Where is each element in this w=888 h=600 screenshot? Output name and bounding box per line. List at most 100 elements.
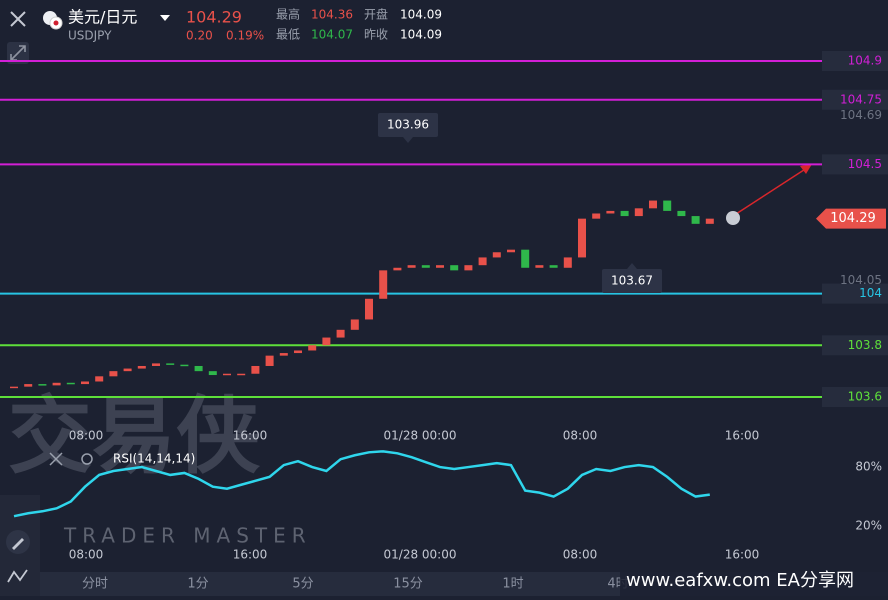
time-label: 08:00 — [69, 429, 104, 443]
level-label-bg — [822, 283, 888, 304]
flag-jp-dot — [53, 20, 59, 26]
stat-value: 104.36 — [311, 8, 353, 22]
callout-bg — [602, 269, 662, 293]
stat-value: 104.09 — [400, 8, 442, 22]
candle-body — [66, 382, 75, 385]
candle-body — [563, 257, 572, 268]
price: 104.29 — [186, 8, 242, 27]
time-label: 01/28 00:00 — [384, 429, 457, 443]
candle-body — [95, 376, 104, 382]
candle-body — [81, 381, 89, 385]
arrow-head — [800, 164, 812, 174]
level-label: 104.5 — [848, 157, 882, 171]
candle-body — [265, 355, 274, 366]
tab[interactable]: 分时 — [82, 577, 108, 592]
rsi-settings[interactable] — [81, 453, 93, 465]
candle-body — [677, 210, 686, 217]
level-label-bg — [822, 154, 888, 175]
time-label: 08:00 — [563, 548, 598, 562]
time-label: 01/28 00:00 — [384, 548, 457, 562]
candle-body — [308, 345, 317, 351]
callout-bg — [378, 113, 438, 137]
candle-body — [336, 329, 345, 338]
time-label: 16:00 — [725, 548, 760, 562]
axis-label: 104.69 — [840, 108, 882, 122]
pen-icon — [12, 538, 24, 550]
level-label-bg — [822, 51, 888, 71]
candle-body — [294, 350, 302, 354]
stat-value: 104.07 — [311, 28, 353, 42]
stat-label: 最低 — [276, 28, 300, 42]
tab[interactable]: 1时 — [502, 577, 523, 592]
stat-label: 最高 — [276, 7, 300, 22]
candle-body — [549, 265, 558, 268]
candle-body — [322, 337, 331, 346]
symbol-code: USDJPY — [68, 29, 112, 43]
level-label: 103.8 — [848, 338, 882, 352]
tab[interactable]: 1分 — [187, 577, 208, 592]
symbol[interactable]: 美元/日元 — [68, 8, 137, 27]
candle-body — [691, 216, 700, 224]
candle-body — [279, 353, 288, 356]
rsi-close[interactable] — [49, 452, 63, 466]
candle-body — [578, 218, 586, 258]
stat-label: 开盘 — [364, 7, 388, 22]
dropdown-arrow[interactable] — [160, 15, 170, 21]
close-icon — [10, 11, 26, 27]
tab[interactable]: 5分 — [292, 577, 313, 592]
level-label-bg — [822, 335, 888, 356]
candle-body — [521, 249, 530, 268]
time-label: 16:00 — [725, 429, 760, 443]
tab[interactable]: 15分 — [393, 577, 423, 592]
candle-body — [436, 265, 444, 268]
candle-body — [365, 298, 373, 320]
level-label: 104.75 — [840, 92, 882, 106]
candle-body — [705, 218, 714, 224]
level-label-bg — [822, 89, 888, 110]
candle-body — [350, 319, 359, 330]
candle-body — [10, 386, 18, 389]
axis-label: 104.05 — [840, 273, 882, 287]
candle-body — [194, 365, 203, 372]
level-label: 104.9 — [848, 54, 882, 68]
candle-body — [620, 210, 629, 217]
candle-body — [393, 267, 402, 271]
change: 0.20 — [186, 29, 213, 43]
stat-value: 104.09 — [400, 28, 442, 42]
candle-body — [507, 249, 515, 253]
candle-body — [649, 200, 657, 209]
time-label: 16:00 — [233, 429, 268, 443]
candle-body — [592, 213, 601, 219]
candle-body — [606, 210, 615, 214]
candle-body — [663, 200, 672, 211]
price-tag-label: 104.29 — [830, 211, 876, 226]
candle-body — [24, 384, 33, 387]
candle-body — [535, 265, 544, 268]
trend-arrow — [735, 165, 811, 215]
stat-label: 昨收 — [364, 28, 388, 42]
candle-body — [251, 365, 260, 374]
rsi-line — [13, 450, 710, 518]
candle-body — [123, 368, 132, 372]
candle-body — [492, 252, 501, 258]
time-label: 08:00 — [69, 548, 104, 562]
rsi-label: RSI(14,14,14) — [113, 452, 195, 466]
candle-body — [407, 265, 416, 268]
candle-body — [421, 265, 430, 268]
callout-label: 103.96 — [387, 118, 429, 132]
watermark-logo: 交易侠 — [8, 387, 261, 485]
level-label: 104 — [859, 286, 882, 300]
site-watermark: www.eafxw.com EA分享网 — [626, 570, 854, 591]
callout-pointer — [627, 263, 637, 269]
indicator-button[interactable] — [7, 569, 28, 583]
site-bg — [620, 568, 888, 596]
candle-body — [180, 364, 189, 367]
candle-body — [38, 384, 47, 386]
candle-body — [379, 270, 388, 299]
candle-body — [464, 265, 473, 271]
price-tag — [816, 208, 886, 229]
watermark-brand: TRADER MASTER — [63, 524, 312, 548]
